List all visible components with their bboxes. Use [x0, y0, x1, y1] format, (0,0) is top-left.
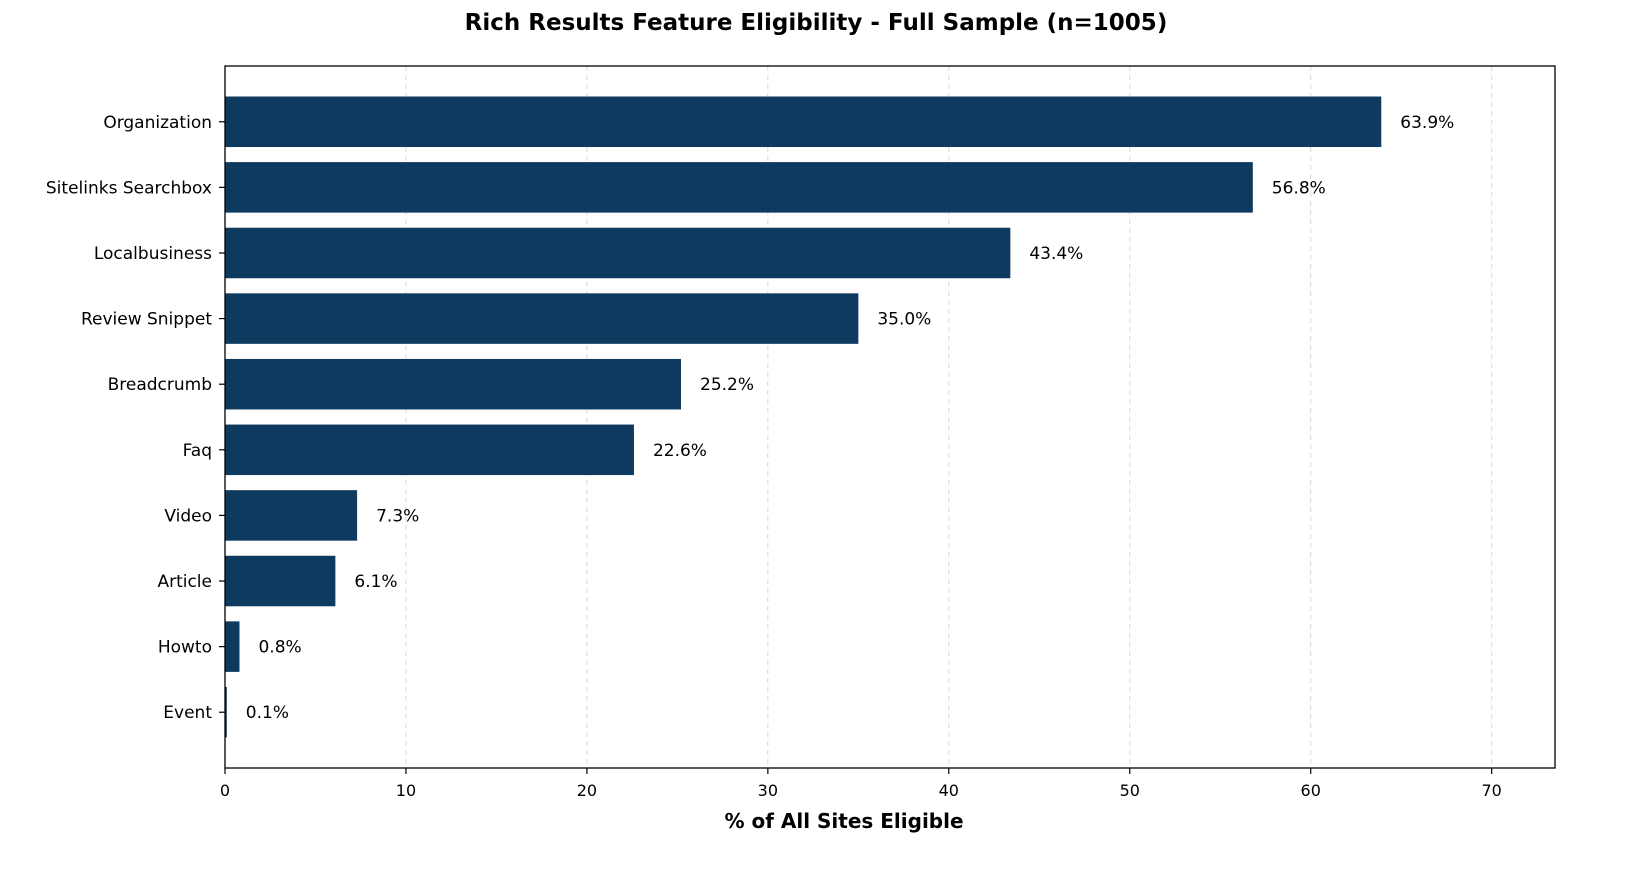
- data-label: 43.4%: [1029, 244, 1083, 264]
- category-label: Sitelinks Searchbox: [46, 178, 212, 198]
- x-tick-label: 20: [577, 781, 597, 800]
- data-label: 0.1%: [246, 703, 289, 723]
- bar: [225, 227, 1011, 279]
- bar: [225, 96, 1382, 148]
- x-tick-label: 10: [396, 781, 416, 800]
- data-label: 25.2%: [700, 375, 754, 395]
- x-tick-label: 0: [220, 781, 230, 800]
- category-labels: Organization Sitelinks Searchbox Localbusi…: [46, 113, 225, 723]
- category-label: Review Snippet: [81, 310, 212, 330]
- category-label: Video: [164, 506, 212, 526]
- x-ticks: 0 10 20 30 40 50 60 70: [220, 768, 1502, 800]
- data-labels: 63.9% 56.8% 43.4% 35.0% 25.2% 22.6% 7.3% 6.1% 0.…: [246, 113, 1454, 723]
- data-label: 22.6%: [653, 441, 707, 461]
- bar: [225, 358, 681, 410]
- bar: [225, 162, 1253, 213]
- x-axis-title: % of All Sites Eligible: [724, 809, 963, 833]
- x-tick-label: 60: [1301, 781, 1321, 800]
- bar: [225, 424, 634, 476]
- data-label: 35.0%: [877, 310, 931, 330]
- x-tick-label: 30: [758, 781, 778, 800]
- category-label: Howto: [158, 638, 212, 658]
- bar: [225, 490, 358, 541]
- category-label: Article: [157, 572, 212, 592]
- category-label: Organization: [103, 113, 212, 133]
- chart-title: Rich Results Feature Eligibility - Full …: [464, 10, 1168, 36]
- category-label: Faq: [183, 441, 212, 461]
- category-label: Event: [163, 703, 212, 723]
- data-label: 7.3%: [376, 506, 419, 526]
- data-label: 6.1%: [354, 572, 397, 592]
- category-label: Localbusiness: [94, 244, 212, 264]
- data-label: 0.8%: [258, 638, 301, 658]
- bar: [225, 555, 336, 607]
- data-label: 56.8%: [1272, 178, 1326, 198]
- x-tick-label: 40: [939, 781, 959, 800]
- category-label: Breadcrumb: [108, 375, 212, 395]
- bar: [225, 686, 227, 738]
- x-tick-label: 50: [1120, 781, 1140, 800]
- bar: [225, 293, 859, 344]
- data-label: 63.9%: [1400, 113, 1454, 133]
- plot-frame: [224, 65, 1556, 769]
- bar: [225, 621, 240, 672]
- x-tick-label: 70: [1481, 781, 1501, 800]
- bars: [225, 96, 1382, 738]
